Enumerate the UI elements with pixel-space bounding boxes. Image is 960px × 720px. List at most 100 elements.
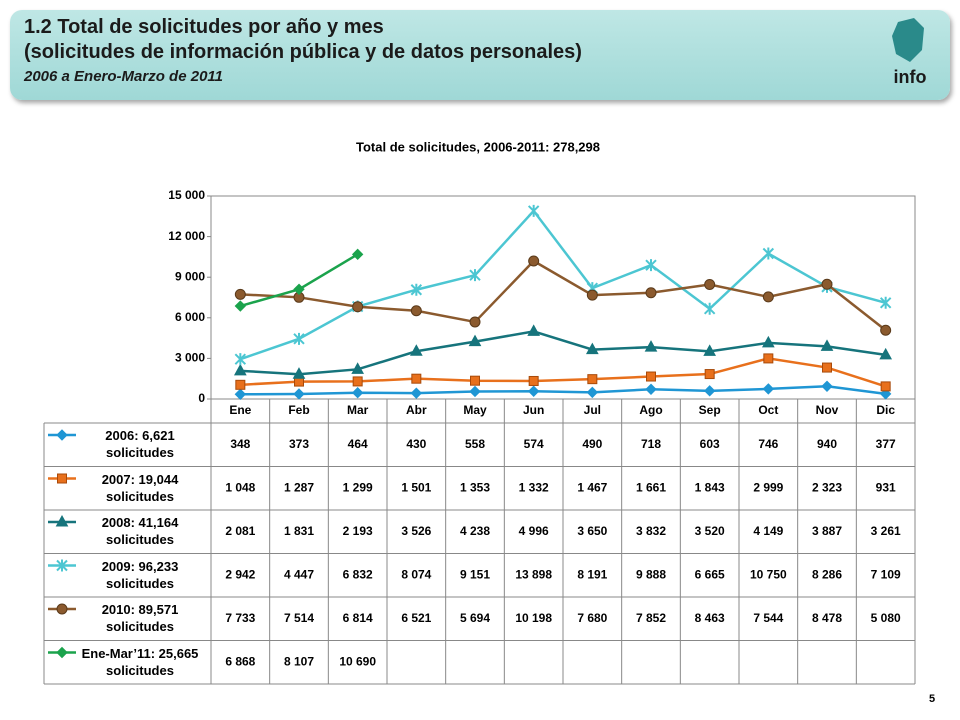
table-value: 574: [524, 437, 544, 451]
marker: [703, 302, 716, 315]
marker: [293, 388, 305, 400]
table-value: 464: [348, 437, 368, 451]
table-value: 4 447: [284, 567, 314, 581]
legend-label: Ene-Mar’11: 25,665 solicitudes: [81, 645, 199, 678]
x-tick-label: Oct: [758, 403, 778, 417]
marker: [763, 353, 774, 364]
table-value: 1 843: [695, 480, 725, 494]
marker: [351, 248, 364, 261]
table-value: 1 299: [343, 480, 373, 494]
marker: [703, 344, 717, 356]
marker: [469, 385, 481, 398]
x-tick-label: Jun: [523, 403, 544, 417]
x-tick-label: Dic: [876, 403, 895, 417]
marker: [704, 369, 715, 380]
logo: info: [892, 18, 927, 87]
table-value: 2 942: [225, 567, 255, 581]
table-value: 3 887: [812, 524, 842, 538]
marker: [879, 296, 892, 309]
table-value: 7 852: [636, 611, 666, 625]
x-tick-label: Jul: [584, 403, 601, 417]
table-value: 8 478: [812, 611, 842, 625]
marker: [527, 324, 541, 336]
table-value: 7 514: [284, 611, 314, 625]
marker: [352, 376, 363, 387]
marker: [586, 386, 599, 399]
marker: [585, 342, 599, 355]
table-value: 1 287: [284, 480, 314, 494]
legend-label: 2008: 41,164 solicitudes: [101, 515, 179, 547]
marker: [822, 362, 832, 373]
table-value: 7 109: [871, 567, 901, 581]
table-value: 2 081: [225, 524, 255, 538]
marker: [351, 387, 364, 399]
marker: [762, 247, 775, 260]
page-number: 5: [929, 693, 935, 705]
y-tick-label: 15 000: [168, 188, 205, 202]
series-line: [240, 259, 887, 332]
marker: [587, 374, 598, 385]
table-value: 3 832: [636, 524, 666, 538]
table-value: 8 191: [577, 567, 607, 581]
table-value: 4 238: [460, 524, 490, 538]
title: 1.2 Total de solicitudes por año y mes: [24, 16, 384, 38]
marker: [410, 387, 423, 399]
marker: [410, 305, 422, 317]
marker: [469, 316, 481, 328]
marker: [293, 332, 305, 345]
chart-title: Total de solicitudes, 2006-2011: 278,298: [356, 139, 600, 154]
table-value: 13 898: [515, 567, 552, 581]
marker: [762, 383, 775, 395]
table-value: 5 080: [871, 611, 901, 625]
table-value: 1 501: [401, 480, 431, 494]
plot-area: [210, 195, 916, 400]
table-value: 1 661: [636, 480, 666, 494]
y-tick-label: 9 000: [175, 269, 205, 283]
table-value: 7 544: [753, 611, 783, 625]
period: 2006 a Enero-Marzo de 2011: [24, 68, 223, 85]
table-value: 1 831: [284, 524, 314, 538]
table-value: 3 650: [577, 524, 607, 538]
marker: [469, 269, 481, 282]
marker: [821, 380, 833, 392]
marker: [645, 287, 657, 299]
table-value: 8 286: [812, 567, 842, 581]
table-value: 2 323: [812, 480, 842, 494]
x-tick-label: Sep: [699, 403, 721, 417]
legend-label: 2007: 19,044 solicitudes: [101, 471, 179, 504]
marker: [56, 646, 68, 659]
logo-text: info: [894, 67, 927, 87]
marker: [234, 300, 247, 312]
table-value: 6 814: [343, 611, 373, 625]
logo-shape: [892, 18, 924, 62]
table-value: 3 526: [401, 524, 431, 538]
table-value: 10 198: [515, 611, 552, 625]
marker: [527, 204, 540, 217]
marker: [762, 291, 774, 303]
marker: [703, 385, 716, 397]
table-value: 6 665: [695, 567, 725, 581]
table-value: 430: [406, 437, 426, 451]
table-value: 3 261: [871, 524, 901, 538]
marker: [410, 283, 423, 296]
marker: [56, 603, 68, 615]
table-value: 8 074: [401, 567, 431, 581]
marker: [57, 473, 67, 484]
marker: [234, 353, 247, 366]
marker: [234, 388, 247, 400]
marker: [352, 301, 364, 313]
marker: [528, 375, 539, 386]
marker: [644, 340, 658, 352]
marker: [409, 344, 423, 356]
marker: [645, 383, 657, 395]
marker: [235, 379, 246, 390]
marker: [880, 381, 891, 392]
marker: [586, 289, 598, 301]
marker: [527, 385, 540, 397]
table-value: 8 107: [284, 654, 314, 668]
y-tick-label: 3 000: [175, 351, 205, 365]
table-value: 10 690: [339, 654, 376, 668]
x-tick-label: Feb: [288, 403, 309, 417]
